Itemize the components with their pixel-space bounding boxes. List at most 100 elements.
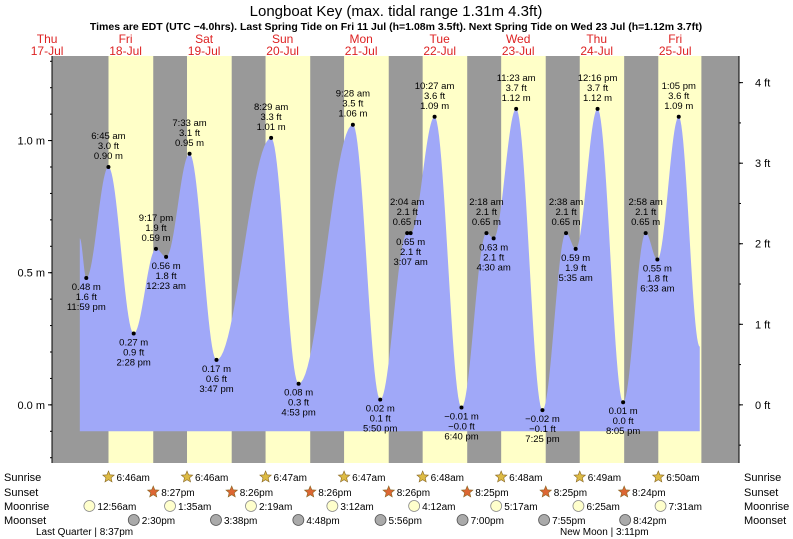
extreme-label-line: 0.01 m: [609, 406, 638, 417]
moonset-icon: [292, 514, 305, 526]
extreme-label-line: 4:53 pm: [281, 408, 315, 419]
extreme-dot: [350, 122, 355, 127]
moonrise-icon: [164, 500, 176, 512]
sunset-icon: [617, 485, 631, 498]
extreme-label-line: 3.7 ft: [506, 83, 527, 94]
row-label-left: Moonset: [4, 515, 46, 527]
day-name: Fri: [668, 32, 682, 46]
extreme-dot: [621, 400, 626, 405]
moonrise-time: 12:56am: [97, 502, 136, 513]
extreme-label: 2:58 am2.1 ft0.65 m: [629, 197, 663, 228]
day-name: Fri: [119, 32, 133, 46]
extreme-label-line: 0.48 m: [72, 282, 101, 293]
extreme-label-line: 9:28 am: [336, 89, 370, 100]
sunset-icon: [146, 485, 160, 498]
extreme-dot: [655, 257, 660, 262]
extreme-dot: [296, 381, 301, 386]
row-label-right: Sunset: [744, 487, 778, 499]
extreme-dot: [131, 331, 136, 336]
extreme-label-line: 1.8 ft: [156, 271, 177, 282]
extreme-label: 10:27 am3.6 ft1.09 m: [415, 81, 455, 112]
moonrise-time: 3:12am: [340, 502, 373, 513]
extreme-label-line: 12:23 am: [146, 281, 186, 292]
tide-curve: [79, 108, 700, 432]
extreme-label-line: 1.12 m: [583, 93, 612, 104]
right-tick-label: 4 ft: [755, 78, 770, 90]
extreme-label-line: 0.17 m: [202, 364, 231, 375]
moonrise-time: 5:17am: [504, 502, 537, 513]
extreme-label-line: 0.65 m: [472, 217, 501, 228]
row-label-left: Sunrise: [4, 472, 41, 484]
extreme-label: 0.02 m0.1 ft5:50 pm: [363, 404, 397, 435]
extreme-label-line: 1.9 ft: [145, 223, 166, 234]
extreme-label: 11:23 am3.7 ft1.12 m: [497, 73, 536, 104]
extreme-dot: [269, 135, 274, 140]
sunrise-icon: [494, 470, 508, 483]
extreme-label-line: 2.1 ft: [635, 207, 656, 218]
row-label-left: Moonrise: [4, 501, 49, 513]
extreme-label-line: 2.1 ft: [397, 207, 418, 218]
sunrise-icon: [180, 470, 194, 483]
extreme-label-line: 11:59 pm: [67, 302, 106, 313]
extreme-label-line: 0.0 ft: [613, 416, 634, 427]
extreme-dot: [643, 231, 648, 236]
sun-moon-table: Sunrise Sunrise Sunset Sunset Moonrise Moonri…: [4, 470, 789, 538]
extreme-label-line: 0.59 m: [141, 233, 170, 244]
extreme-label: 0.59 m1.9 ft5:35 am: [559, 253, 593, 284]
extreme-dot: [106, 165, 111, 169]
extreme-label-line: 9:17 pm: [139, 213, 173, 224]
extreme-label-line: 0.1 ft: [370, 414, 391, 425]
extreme-label: 9:28 am3.5 ft1.06 m: [336, 89, 370, 120]
moonrise-time: 4:12am: [422, 502, 455, 513]
moonrise-icon: [245, 500, 257, 512]
extreme-label-line: 6:40 pm: [444, 432, 478, 443]
extreme-dot: [214, 357, 219, 362]
extreme-label-line: 0.63 m: [479, 242, 508, 253]
extreme-label-line: 11:23 am: [497, 73, 536, 84]
extreme-dot: [514, 106, 519, 111]
sunset-time: 8:24pm: [632, 488, 665, 499]
extreme-label-line: 2.1 ft: [476, 207, 497, 218]
extreme-label-line: 1:05 pm: [662, 81, 696, 92]
moonset-icon: [127, 514, 140, 526]
extreme-label: 2:38 am2.1 ft0.65 m: [549, 197, 583, 228]
extreme-label: 0.01 m0.0 ft8:05 pm: [606, 406, 640, 437]
extreme-label-line: −0.0 ft: [448, 422, 475, 433]
row-label-right: Moonrise: [744, 501, 789, 513]
extreme-label-line: 3.1 ft: [179, 128, 200, 139]
right-tick-label: 2 ft: [755, 239, 770, 251]
extreme-label: 0.27 m0.9 ft2:28 pm: [117, 338, 151, 369]
day-date: 21-Jul: [345, 44, 378, 58]
moon-phase: Last Quarter | 8:37pm: [36, 527, 133, 538]
right-tick-label: 1 ft: [755, 319, 770, 331]
axes: 0.0 m 0.5 m 1.0 m 0 ft 1 ft 2 ft 3 ft 4 ft: [17, 56, 770, 463]
right-tick-label: 0 ft: [755, 400, 770, 412]
sunset-time: 8:26pm: [397, 488, 430, 499]
sunrise-icon: [259, 470, 273, 483]
sunset-time: 8:25pm: [475, 488, 508, 499]
extreme-dot: [573, 246, 578, 251]
sunrise-time: 6:46am: [116, 473, 149, 484]
left-tick-label: 0.5 m: [17, 268, 45, 280]
moonset-time: 7:00pm: [471, 516, 504, 527]
extreme-label: 0.55 m1.8 ft6:33 am: [640, 264, 674, 295]
sunset-icon: [382, 485, 396, 498]
extreme-dot: [187, 151, 192, 156]
moon-phase: New Moon | 3:11pm: [560, 527, 649, 538]
extreme-label-line: 0.55 m: [643, 264, 672, 275]
moonset-time: 7:55pm: [552, 516, 585, 527]
day-date: 22-Jul: [423, 44, 456, 58]
left-tick-label: 1.0 m: [17, 136, 45, 148]
extreme-label-line: 0.08 m: [284, 388, 313, 399]
moonset-icon: [210, 514, 222, 526]
extreme-label-line: 8:29 am: [254, 102, 288, 113]
extreme-label-line: 1.8 ft: [647, 274, 668, 285]
extreme-label-line: 0.65 m: [552, 217, 581, 228]
extreme-label-line: 0.6 ft: [206, 374, 227, 385]
extreme-label: −0.02 m−0.1 ft7:25 pm: [525, 414, 560, 445]
extreme-label-line: 1.01 m: [257, 122, 286, 133]
extreme-dot: [595, 106, 600, 111]
extreme-label: 9:17 pm1.9 ft0.59 m: [139, 213, 173, 244]
sunrise-icon: [337, 470, 351, 483]
